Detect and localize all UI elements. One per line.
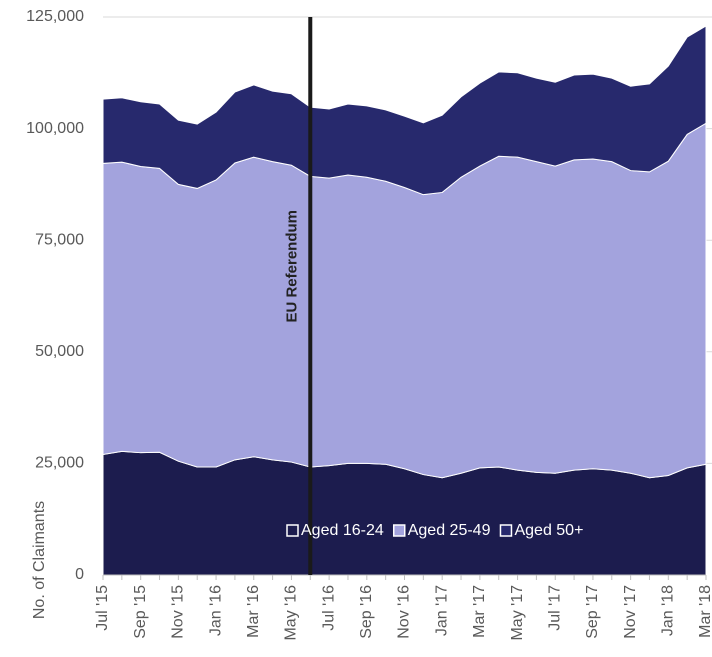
x-tick-label: May '17 xyxy=(509,585,526,641)
y-tick-label: 100,000 xyxy=(26,120,84,137)
x-tick-label: Jan '16 xyxy=(207,585,224,636)
x-tick-label: May '16 xyxy=(283,585,300,641)
x-tick-label: Jan '18 xyxy=(660,585,677,636)
y-tick-label: 50,000 xyxy=(35,343,84,360)
x-tick-label: Nov '16 xyxy=(396,585,413,639)
y-tick-label: 75,000 xyxy=(35,231,84,248)
y-tick-label: 25,000 xyxy=(35,455,84,472)
y-axis-label: No. of Claimants xyxy=(31,501,48,619)
y-tick-label: 0 xyxy=(75,566,84,583)
legend-swatch xyxy=(392,524,406,537)
x-tick-label: Sep '16 xyxy=(358,585,375,639)
legend-swatch xyxy=(286,524,299,537)
x-tick-label: Mar '16 xyxy=(245,585,262,638)
legend-label: Aged 50+ xyxy=(514,522,583,539)
legend-label: Aged 16-24 xyxy=(301,522,384,539)
legend-swatch xyxy=(499,524,513,537)
x-tick-label: Nov '15 xyxy=(170,585,187,639)
x-tick-label: Sep '15 xyxy=(132,585,149,639)
x-tick-label: Jul '16 xyxy=(320,585,337,631)
annotation: EU Referendum xyxy=(283,210,300,323)
x-tick-label: Sep '17 xyxy=(584,585,601,639)
x-tick-label: Jul '15 xyxy=(94,585,111,631)
x-tick-label: Mar '18 xyxy=(697,585,712,638)
x-tick-label: Jul '17 xyxy=(546,585,563,631)
x-tick-label: Jan '17 xyxy=(433,585,450,636)
x-tick-label: Nov '17 xyxy=(622,585,639,639)
y-tick-label: 125,000 xyxy=(26,8,84,25)
x-tick-label: Mar '17 xyxy=(471,585,488,638)
legend-label: Aged 25-49 xyxy=(408,522,491,539)
